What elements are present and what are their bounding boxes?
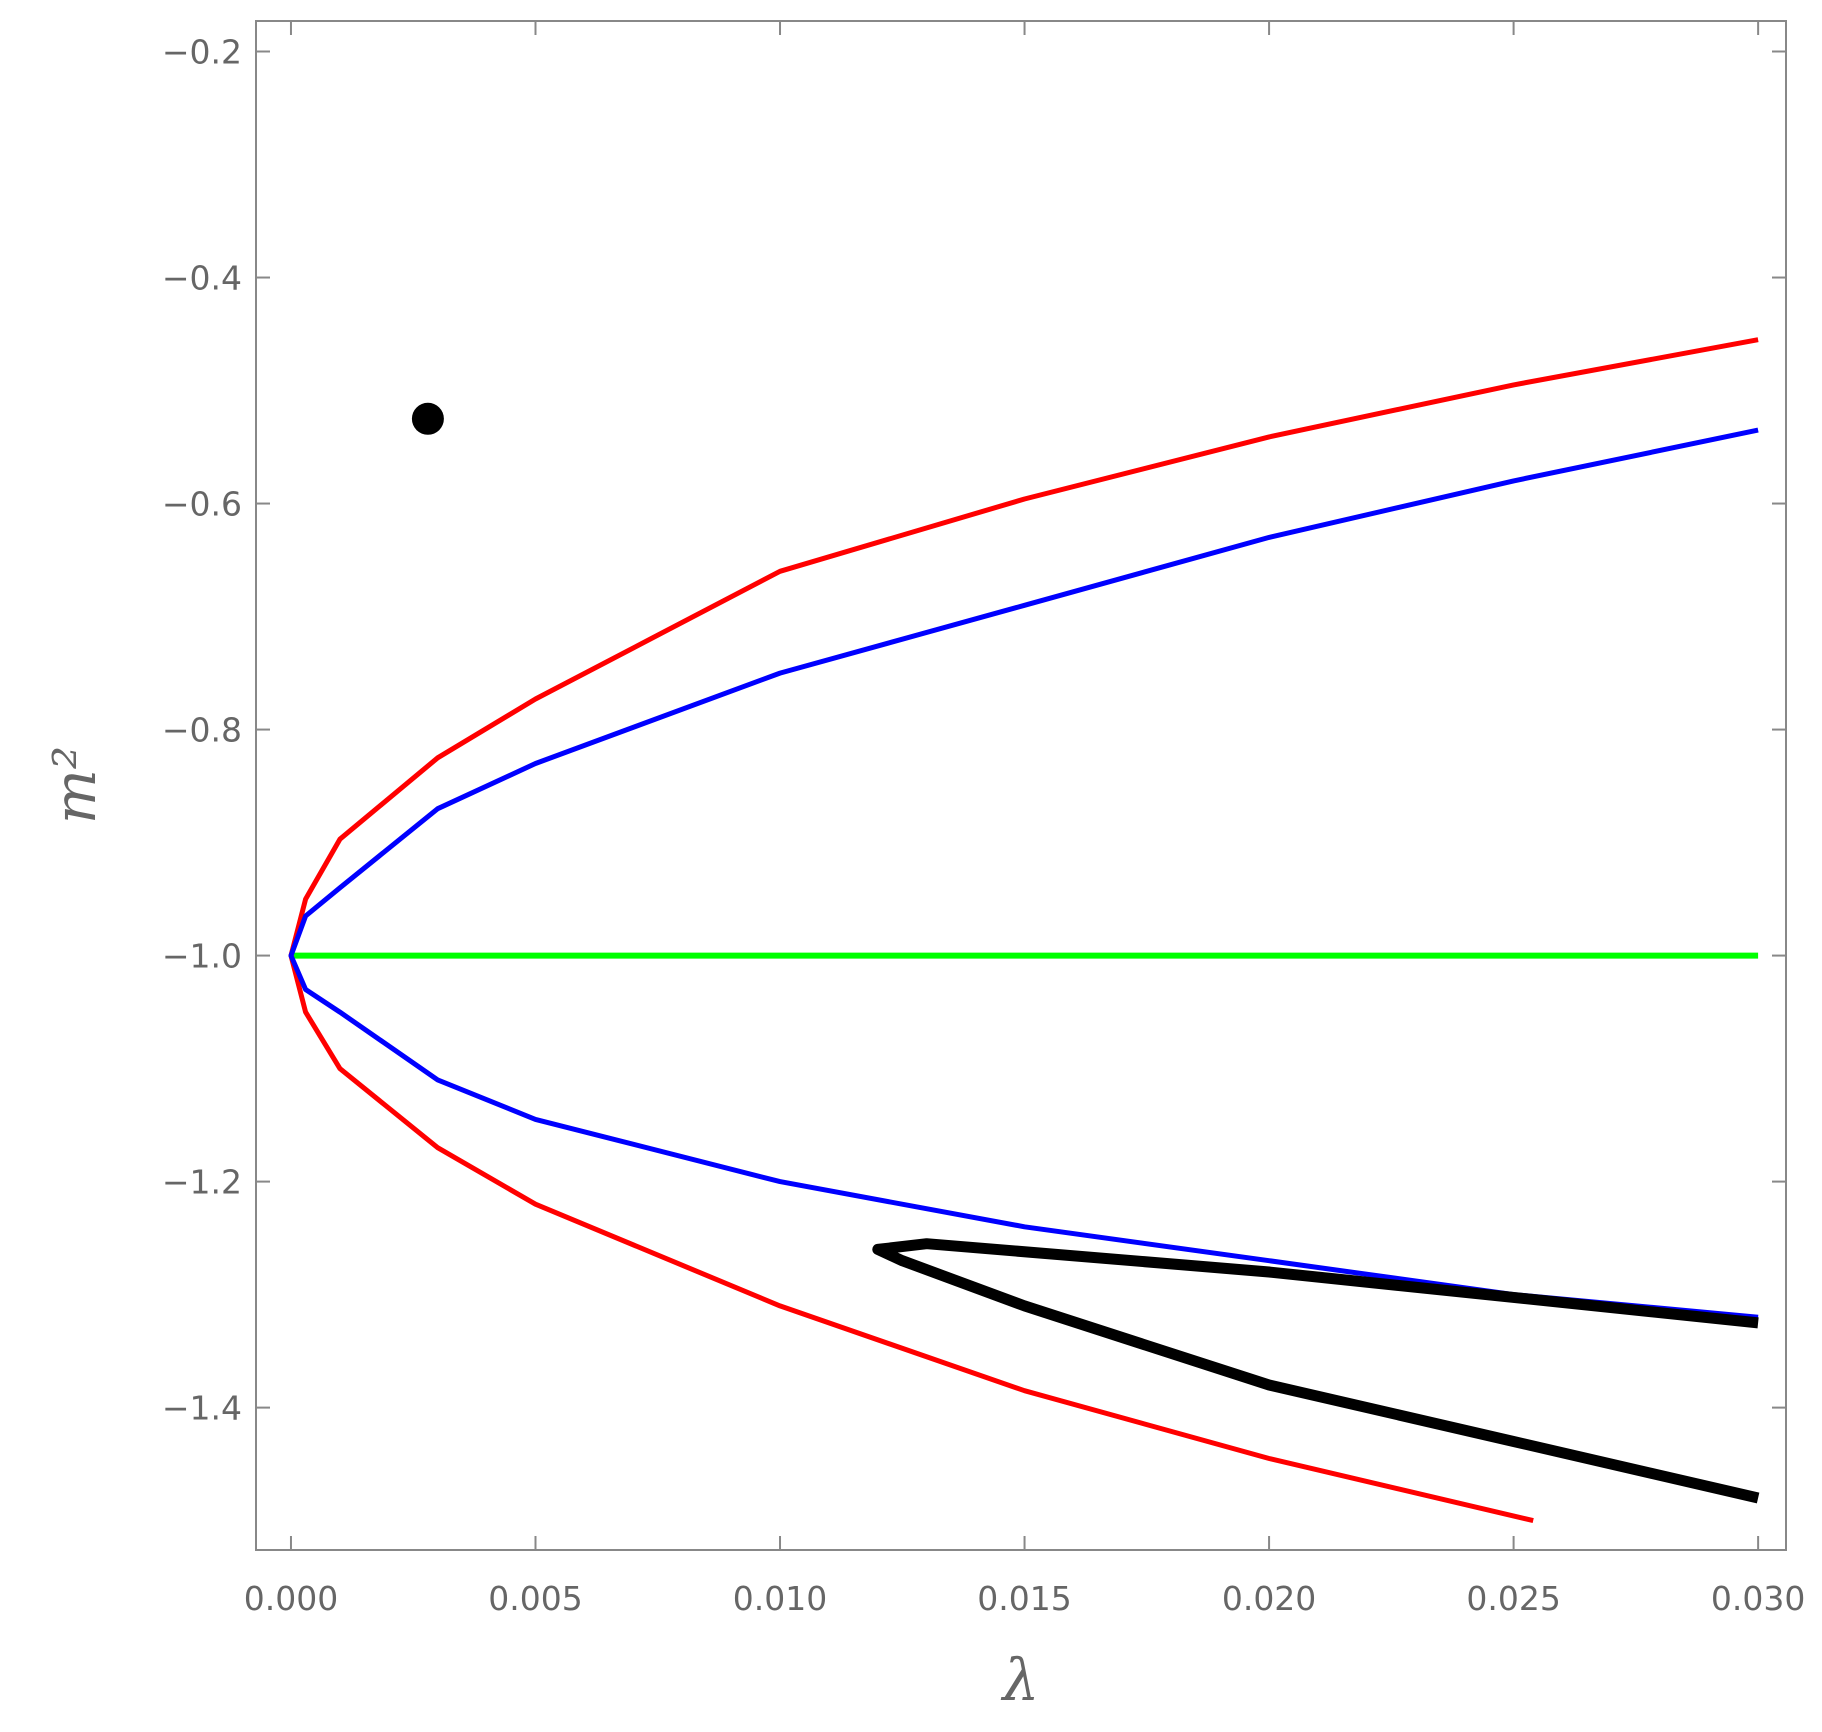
y-tick-label: −1.2 <box>162 1163 242 1202</box>
point <box>411 402 444 435</box>
y-tick-label: −0.8 <box>162 711 242 750</box>
x-axis-label: λ <box>1001 1646 1040 1714</box>
y-axis-label: m² <box>41 746 109 824</box>
curve <box>288 337 1759 1524</box>
curve <box>872 1238 1760 1504</box>
y-tick-label: −0.2 <box>162 33 242 72</box>
x-tick-label: 0.020 <box>1222 1579 1316 1618</box>
x-tick-label: 0.000 <box>244 1579 338 1618</box>
x-tick-label: 0.030 <box>1711 1579 1805 1618</box>
x-tick-label: 0.015 <box>977 1579 1071 1618</box>
plot-frame <box>255 20 1787 1551</box>
y-tick-label: −0.6 <box>162 485 242 524</box>
x-tick-label: 0.025 <box>1466 1579 1560 1618</box>
x-tick-label: 0.010 <box>733 1579 827 1618</box>
y-tick-label: −1.0 <box>162 937 242 976</box>
x-tick-label: 0.005 <box>488 1579 582 1618</box>
y-tick-label: −1.4 <box>162 1389 242 1428</box>
curve <box>288 427 1759 1320</box>
y-tick-label: −0.4 <box>162 259 242 298</box>
